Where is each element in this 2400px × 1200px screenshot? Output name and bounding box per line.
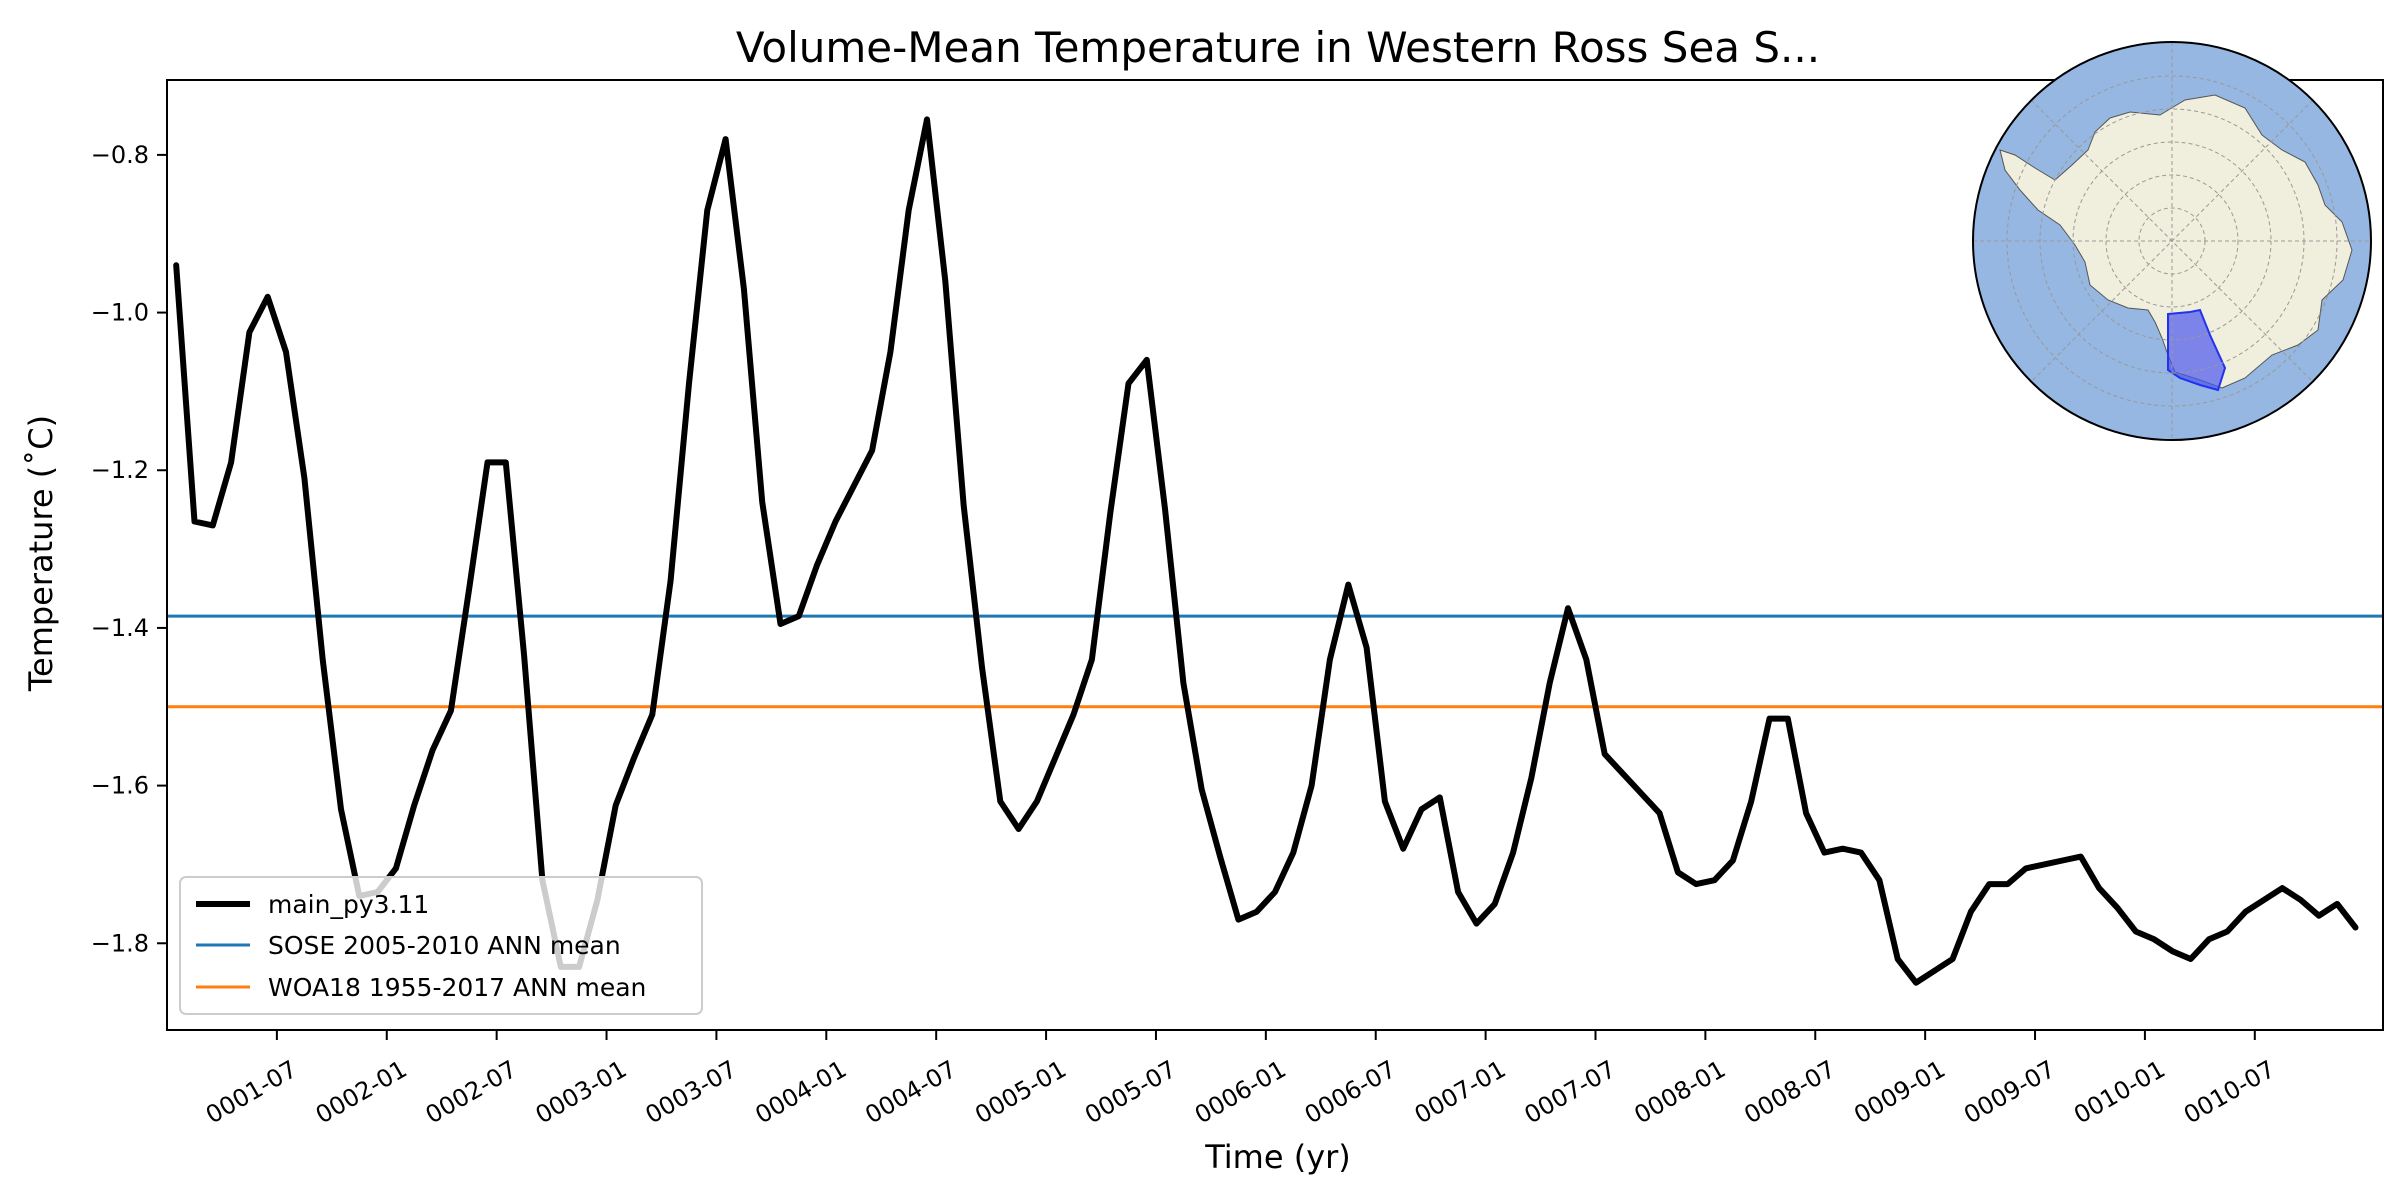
x-tick-label: 0002-01 — [311, 1055, 412, 1129]
series-line-main — [173, 116, 2359, 986]
y-tick-label: −1.4 — [91, 614, 149, 642]
x-tick-label: 0007-01 — [1410, 1055, 1511, 1129]
y-tick-label: −1.8 — [91, 929, 149, 957]
x-tick-label: 0005-01 — [970, 1055, 1071, 1129]
y-tick-label: −1.0 — [91, 299, 149, 327]
x-tick-label: 0001-07 — [201, 1055, 302, 1129]
map-graticule — [1973, 42, 2371, 440]
legend-entry-woa18: WOA18 1955-2017 ANN mean — [196, 973, 646, 1002]
x-axis: 0001-07 0002-01 0002-07 0003-01 0003-07 0004-… — [201, 1030, 2280, 1129]
y-axis: −0.8 −1.0 −1.2 −1.4 −1.6 −1.8 — [91, 141, 167, 957]
x-tick-label: 0010-01 — [2069, 1055, 2170, 1129]
legend-label-sose: SOSE 2005-2010 ANN mean — [268, 931, 621, 960]
x-tick-label: 0007-07 — [1520, 1055, 1621, 1129]
antarctica-map-icon — [1972, 41, 2372, 441]
x-tick-label: 0004-07 — [860, 1055, 961, 1129]
x-tick-label: 0006-07 — [1300, 1055, 1401, 1129]
x-tick-label: 0009-01 — [1849, 1055, 1950, 1129]
x-tick-label: 0003-01 — [531, 1055, 632, 1129]
x-tick-label: 0006-01 — [1190, 1055, 1291, 1129]
legend-entry-sose: SOSE 2005-2010 ANN mean — [196, 931, 621, 960]
x-tick-label: 0002-07 — [421, 1055, 522, 1129]
axes-frame — [166, 79, 2384, 1031]
x-tick-label: 0005-07 — [1080, 1055, 1181, 1129]
x-axis-label: Time (yr) — [1204, 1138, 1351, 1176]
x-tick-label: 0004-01 — [750, 1055, 851, 1129]
reference-lines — [167, 614, 2383, 709]
x-tick-label: 0009-07 — [1959, 1055, 2060, 1129]
ross-sea-region — [2167, 308, 2227, 392]
y-axis-label: Temperature (˚C) — [22, 415, 60, 692]
legend-entry-main: main_py3.11 — [196, 890, 429, 919]
legend: main_py3.11 SOSE 2005-2010 ANN mean WOA1… — [179, 876, 703, 1015]
x-tick-label: 0008-07 — [1739, 1055, 1840, 1129]
legend-label-main: main_py3.11 — [268, 890, 429, 919]
y-tick-label: −0.8 — [91, 141, 149, 169]
x-tick-label: 0010-07 — [2179, 1055, 2280, 1129]
y-tick-label: −1.2 — [91, 456, 149, 484]
x-tick-label: 0003-07 — [641, 1055, 742, 1129]
legend-label-woa18: WOA18 1955-2017 ANN mean — [268, 973, 646, 1002]
x-tick-label: 0008-01 — [1630, 1055, 1731, 1129]
y-tick-label: −1.6 — [91, 772, 149, 800]
chart-title: Volume-Mean Temperature in Western Ross … — [736, 23, 1820, 72]
plot-area — [167, 116, 2383, 986]
